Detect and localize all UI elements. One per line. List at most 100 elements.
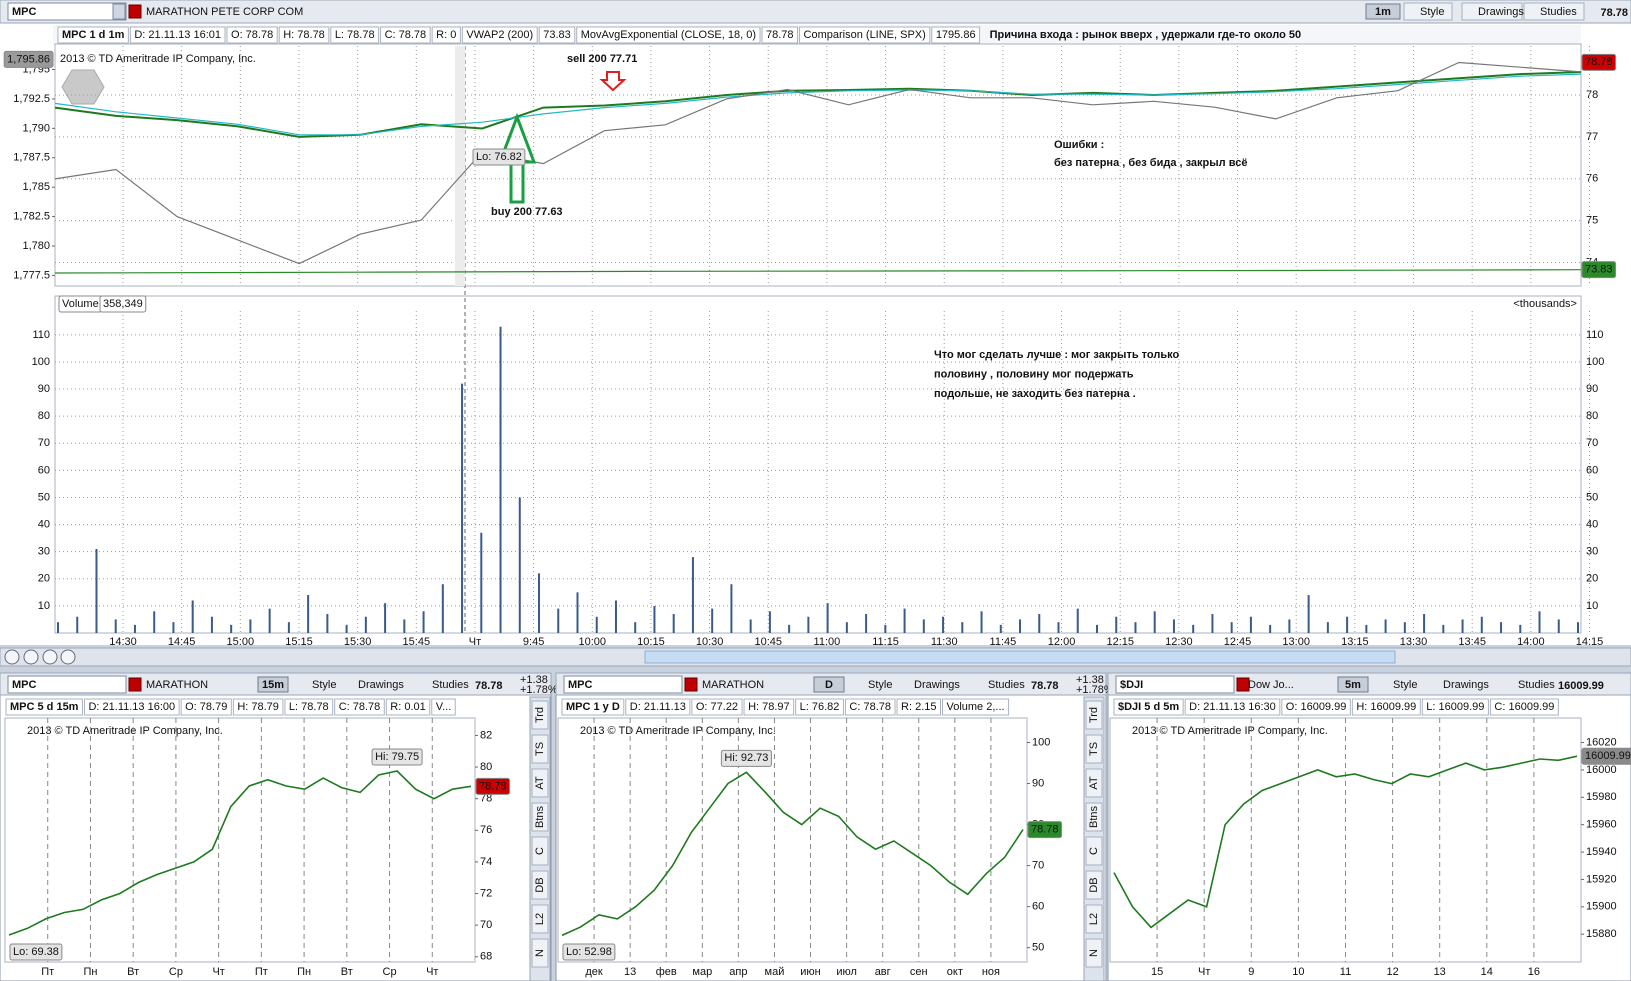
toolbar-button-label[interactable]: Studies [988, 679, 1025, 691]
toolbar-button-label[interactable]: Drawings [914, 679, 960, 691]
zoom-control[interactable] [42, 649, 58, 665]
side-tab[interactable] [531, 870, 549, 900]
volume-bar [807, 616, 810, 633]
side-tab[interactable] [531, 700, 549, 730]
toolbar-button-label[interactable]: Drawings [1443, 679, 1489, 691]
side-tab-label[interactable]: AT [1088, 776, 1100, 790]
header-item: MovAvgExponential (CLOSE, 18, 0) [581, 29, 756, 41]
side-tab-label[interactable]: Trd [534, 707, 546, 723]
interval-button[interactable] [813, 676, 845, 693]
side-tab[interactable] [531, 904, 549, 934]
header-item: L: 78.78 [335, 29, 375, 41]
volume-bar [287, 622, 290, 633]
side-tab-label[interactable]: Trd [1088, 707, 1100, 723]
interval-button[interactable] [1337, 676, 1369, 693]
lo-label-box [9, 943, 63, 961]
side-tab-label[interactable]: Btns [1088, 805, 1100, 828]
interval-button[interactable] [257, 676, 289, 693]
zoom-control[interactable] [23, 649, 39, 665]
symbol-input[interactable] [563, 675, 683, 694]
panel [1107, 672, 1631, 981]
side-tab[interactable] [1085, 768, 1103, 798]
side-tab[interactable] [1085, 870, 1103, 900]
symbol-input[interactable] [7, 675, 127, 694]
x-tick-label: 11:15 [872, 636, 899, 648]
side-tab-label[interactable]: L2 [534, 913, 546, 925]
side-tab[interactable] [531, 734, 549, 764]
side-tab-label[interactable]: N [534, 949, 546, 957]
toolbar-button[interactable] [1403, 2, 1453, 21]
header-cell [461, 26, 538, 44]
side-tab[interactable] [1085, 836, 1103, 866]
side-tab-label[interactable]: N [1088, 949, 1100, 957]
y-tick-label: 76 [480, 824, 492, 836]
side-tab[interactable] [1085, 904, 1103, 934]
header-cell [232, 698, 284, 716]
symbol-menu[interactable] [112, 3, 126, 20]
side-tab-label[interactable]: L2 [1088, 913, 1100, 925]
y-tick-label: 80 [480, 761, 492, 773]
side-tab[interactable] [531, 802, 549, 832]
side-tab-label[interactable]: DB [534, 877, 546, 892]
header-item: D: 21.11.13 16:30 [1189, 701, 1276, 713]
toolbar-button-label[interactable]: Style [1420, 6, 1444, 18]
toolbar-button-label[interactable]: Drawings [358, 679, 404, 691]
header-item: R: 0.01 [390, 701, 425, 713]
x-tick-label: фев [656, 966, 677, 978]
low-label-box [472, 148, 526, 166]
side-tab[interactable] [1085, 938, 1103, 968]
volume-bar [1269, 624, 1272, 633]
y-tick-label: 15880 [1586, 928, 1617, 940]
x-tick-label: 12:15 [1106, 636, 1134, 648]
side-tab-label[interactable]: C [1088, 847, 1100, 855]
side-tab[interactable] [531, 768, 549, 798]
header-item: L: 78.78 [289, 701, 329, 713]
side-tab-label[interactable]: DB [1088, 877, 1100, 892]
y-tick-label: 100 [32, 356, 50, 368]
volume-bar [691, 557, 694, 633]
side-tab[interactable] [531, 938, 549, 968]
toolbar-button-label[interactable]: Studies [432, 679, 469, 691]
volume-bar [922, 619, 925, 633]
header-cell [625, 698, 691, 716]
zoom-control[interactable] [4, 649, 20, 665]
side-tab[interactable] [1085, 734, 1103, 764]
zoom-control[interactable] [60, 649, 76, 665]
x-tick-label: Пт [255, 966, 268, 978]
symbol: MPC [12, 6, 37, 18]
symbol-input[interactable] [7, 2, 127, 21]
volume-bar [1230, 622, 1233, 633]
toolbar-button-label[interactable]: Style [1393, 679, 1417, 691]
toolbar-button[interactable] [1461, 2, 1523, 21]
toolbar-button-label[interactable]: Style [312, 679, 336, 691]
side-tab-label[interactable]: AT [534, 776, 546, 790]
side-tab-label[interactable]: TS [534, 742, 546, 756]
side-tab[interactable] [1085, 802, 1103, 832]
header-item: H: 16009.99 [1356, 701, 1416, 713]
scroll-thumb[interactable] [644, 650, 1396, 664]
y-tick-label: 90 [1032, 777, 1044, 789]
toolbar-button[interactable] [1523, 2, 1585, 21]
side-tab[interactable] [1085, 700, 1103, 730]
header-cell [538, 26, 576, 44]
hi-label-box [371, 748, 423, 766]
side-tab-label[interactable]: Btns [534, 805, 546, 828]
side-tab[interactable] [531, 836, 549, 866]
volume-bar [57, 622, 59, 633]
toolbar-button-label[interactable]: Drawings [1478, 6, 1524, 18]
volume-bar [326, 614, 329, 633]
volume-bar [1172, 619, 1175, 633]
side-tab-label[interactable]: C [534, 847, 546, 855]
header-cell [1421, 698, 1489, 716]
symbol-input[interactable] [1115, 675, 1235, 694]
x-tick-label: 15 [1151, 966, 1163, 978]
price-line [561, 771, 1024, 937]
toolbar-button-label[interactable]: Style [868, 679, 892, 691]
toolbar-button-label[interactable]: Studies [1540, 6, 1577, 18]
toolbar-button-label[interactable]: Studies [1518, 679, 1555, 691]
volume-bar [1365, 624, 1368, 633]
side-tab-label[interactable]: TS [1088, 742, 1100, 756]
interval-button[interactable] [1365, 3, 1401, 20]
x-tick-label: 14:00 [1517, 636, 1545, 648]
header-item: R: 0 [436, 29, 456, 41]
